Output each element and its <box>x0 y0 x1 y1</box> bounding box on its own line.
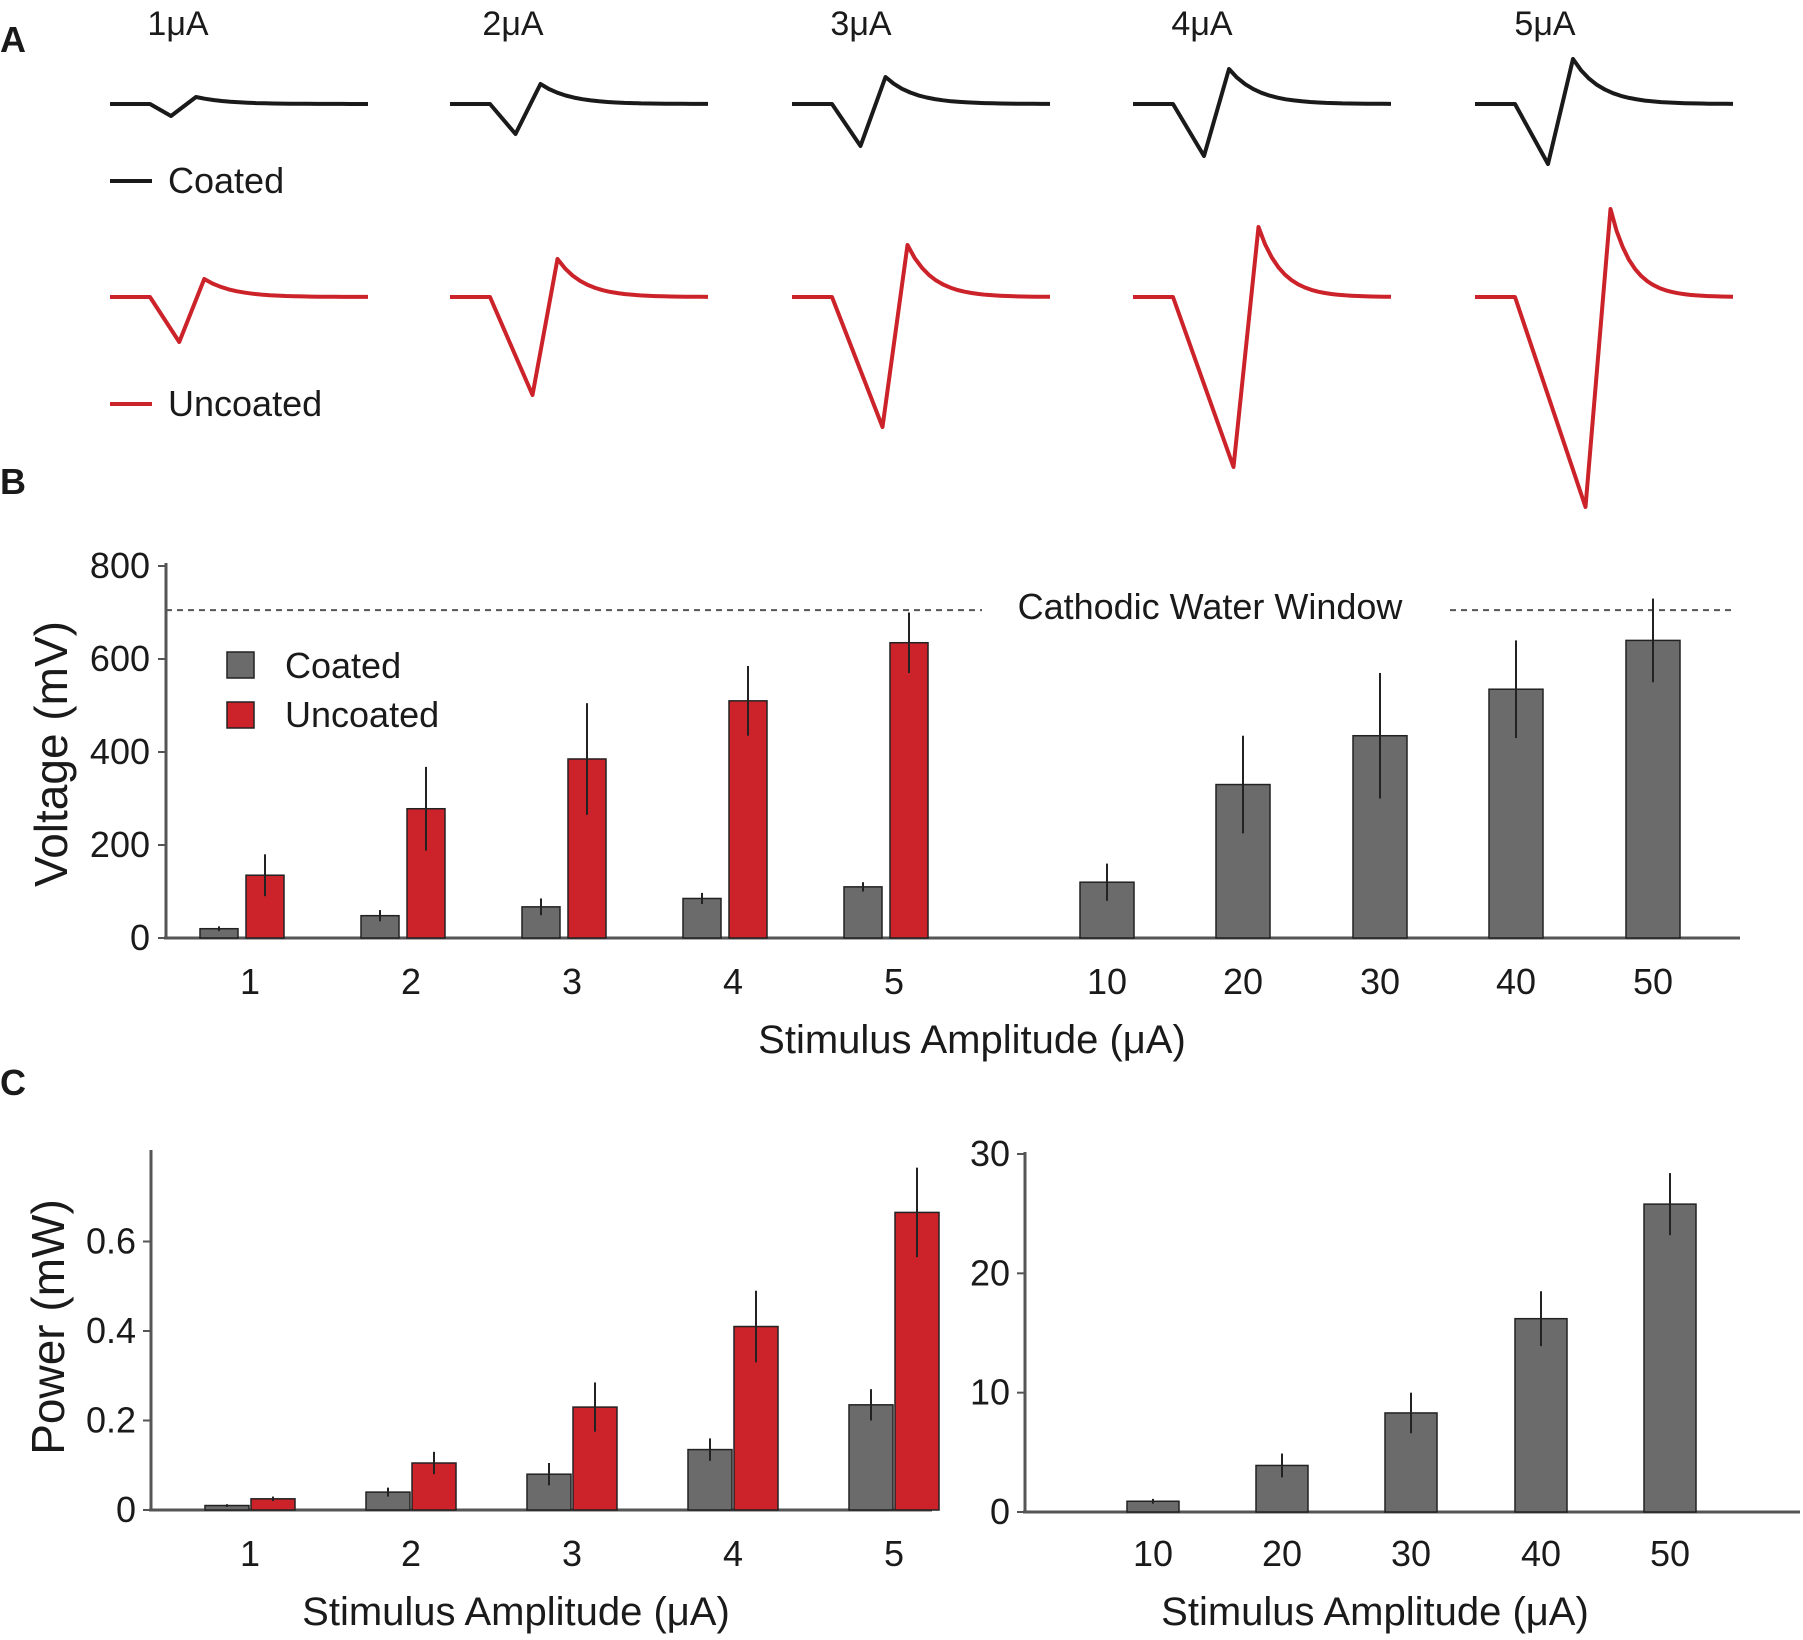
coated-trace-4 <box>1133 67 1392 158</box>
cr-x-tick-label: 10 <box>1133 1533 1173 1574</box>
cr-bar-coated <box>1514 1317 1568 1513</box>
b-bar-coated <box>843 886 883 939</box>
b-y-tick-label: 600 <box>90 638 150 679</box>
cr-y-tick-label: 10 <box>970 1372 1010 1413</box>
cl-x-tick-label: 3 <box>562 1533 582 1574</box>
b-bar-coated <box>682 897 722 939</box>
panel-c-power-chart-low: 0 0.2 0.4 0.6 1 2 3 4 5 Power (mW) Stimulus Amp… <box>22 1150 940 1634</box>
cl-x-tick-label: 1 <box>240 1533 260 1574</box>
legend-coated-label: Coated <box>285 645 401 686</box>
cr-y-tick-label: 20 <box>970 1252 1010 1293</box>
b-x-tick-label: 5 <box>884 961 904 1002</box>
panel-letter-c: C <box>0 1062 26 1103</box>
cl-y-tick-label: 0.4 <box>86 1310 136 1351</box>
amplitude-label-1: 1μA <box>147 5 208 43</box>
amplitude-label-2: 2μA <box>482 5 543 43</box>
b-x-tick-label: 40 <box>1496 961 1536 1002</box>
uncoated-trace-1 <box>110 277 368 344</box>
b-x-tick-label: 20 <box>1223 961 1263 1002</box>
legend-uncoated-swatch <box>226 701 255 729</box>
b-y-axis-title: Voltage (mV) <box>25 621 77 887</box>
b-bar-uncoated <box>728 700 768 939</box>
cl-bar-uncoated <box>894 1211 940 1511</box>
legend-uncoated-label: Uncoated <box>285 694 439 735</box>
cl-y-tick-label: 0 <box>116 1489 136 1530</box>
cl-x-tick-label: 4 <box>723 1533 743 1574</box>
legend-coated-trace-label: Coated <box>168 160 284 201</box>
b-x-tick-label: 10 <box>1087 961 1127 1002</box>
b-x-tick-label: 1 <box>240 961 260 1002</box>
cr-x-tick-label: 50 <box>1650 1533 1690 1574</box>
panel-a-traces: 1μA 2μA 3μA 4μA 5μA Coated Uncoated <box>110 5 1734 509</box>
cl-x-tick-label: 2 <box>401 1533 421 1574</box>
uncoated-trace-2 <box>450 257 709 397</box>
uncoated-trace-5 <box>1475 207 1734 509</box>
cl-y-tick-label: 0.6 <box>86 1221 136 1262</box>
amplitude-label-5: 5μA <box>1514 5 1575 43</box>
b-x-tick-label: 50 <box>1633 961 1673 1002</box>
cr-y-tick-label: 0 <box>990 1491 1010 1532</box>
legend-coated-swatch <box>226 651 255 679</box>
b-y-tick-label: 200 <box>90 824 150 865</box>
coated-trace-1 <box>110 95 368 118</box>
cl-bar-coated <box>848 1404 894 1511</box>
panel-letter-b: B <box>0 461 26 502</box>
cr-x-tick-label: 40 <box>1521 1533 1561 1574</box>
b-bar-coated <box>1625 639 1681 939</box>
cl-x-axis-title: Stimulus Amplitude (μA) <box>302 1590 730 1634</box>
uncoated-trace-4 <box>1133 225 1392 469</box>
b-x-tick-label: 3 <box>562 961 582 1002</box>
coated-trace-5 <box>1475 57 1734 166</box>
b-y-tick-label: 400 <box>90 731 150 772</box>
cl-y-axis-title: Power (mW) <box>22 1199 74 1455</box>
panel-letter-a: A <box>0 19 26 60</box>
b-y-tick-label: 800 <box>90 545 150 586</box>
water-window-label: Cathodic Water Window <box>1018 586 1404 627</box>
b-x-axis-title: Stimulus Amplitude (μA) <box>758 1018 1186 1062</box>
cl-y-tick-label: 0.2 <box>86 1400 136 1441</box>
b-x-tick-label: 30 <box>1360 961 1400 1002</box>
coated-trace-3 <box>792 75 1050 148</box>
cr-x-tick-label: 30 <box>1391 1533 1431 1574</box>
b-x-tick-label: 2 <box>401 961 421 1002</box>
cr-bar-coated <box>1643 1203 1697 1513</box>
amplitude-label-3: 3μA <box>830 5 891 43</box>
panel-c-power-chart-high: 0 10 20 30 10 20 30 40 50 Stimulus Amplitude (μ… <box>970 1133 1800 1634</box>
coated-trace-2 <box>450 82 708 136</box>
amplitude-label-4: 4μA <box>1171 5 1232 43</box>
b-y-tick-label: 0 <box>130 917 150 958</box>
panel-b-voltage-chart: 0 200 400 600 800 1 2 3 4 5 10 20 30 40 50 Cathodic W… <box>25 545 1740 1062</box>
cr-y-tick-label: 30 <box>970 1133 1010 1174</box>
b-x-tick-label: 4 <box>723 961 743 1002</box>
b-bar-uncoated <box>889 641 929 939</box>
cl-x-tick-label: 5 <box>884 1533 904 1574</box>
cr-x-axis-title: Stimulus Amplitude (μA) <box>1161 1590 1589 1634</box>
cr-x-tick-label: 20 <box>1262 1533 1302 1574</box>
legend-uncoated-trace-label: Uncoated <box>168 383 322 424</box>
uncoated-trace-3 <box>792 243 1050 429</box>
